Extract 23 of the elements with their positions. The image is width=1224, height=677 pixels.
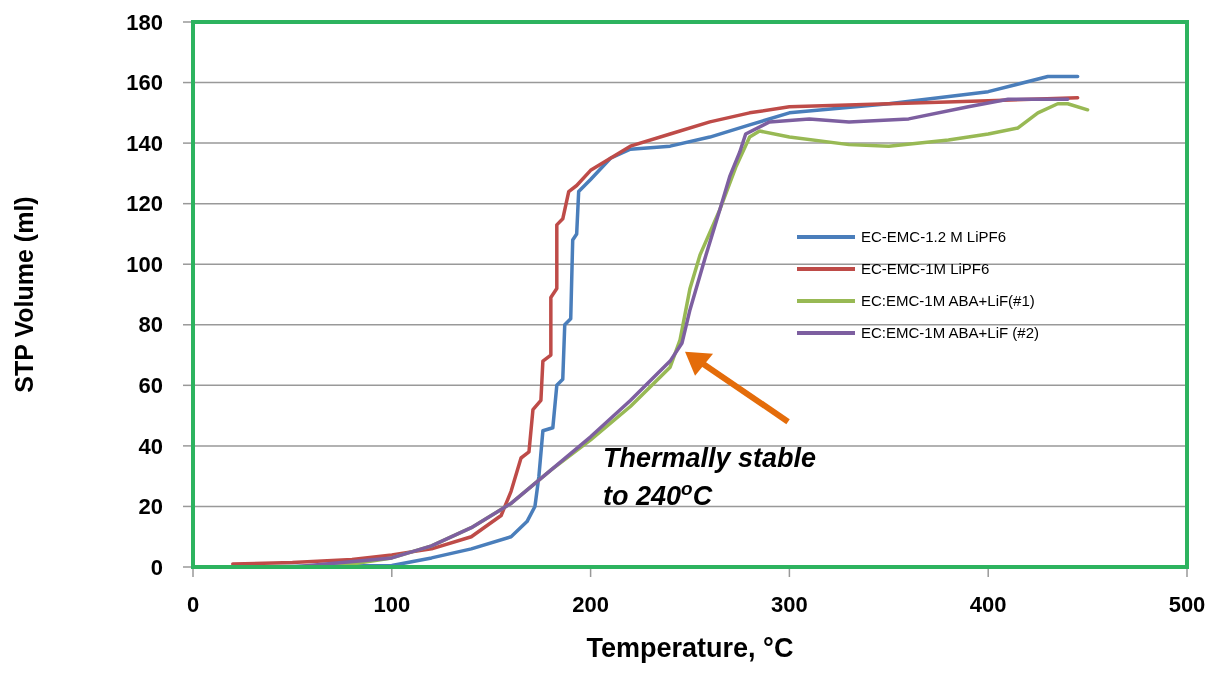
y-axis-title: STP Volume (ml) (10, 196, 38, 393)
x-tick-label: 0 (186, 592, 200, 617)
y-tick-label: 80 (138, 312, 163, 338)
y-tick-label: 0 (150, 554, 163, 580)
legend-label: EC-EMC-1M LiPF6 (861, 260, 990, 278)
annotation: Thermally stable to 240$^{o}$C (603, 442, 817, 511)
x-tick-label: 500 (1168, 592, 1206, 617)
x-tick-label: 200 (572, 592, 609, 617)
y-tick-label: 140 (126, 130, 163, 156)
y-tick-label: 180 (126, 9, 163, 35)
legend-label: EC:EMC-1M ABA+LiF(#1) (861, 292, 1035, 310)
y-tick-label: 40 (138, 433, 163, 459)
y-tick-label: 20 (138, 494, 163, 520)
x-tick-label: 300 (771, 592, 808, 617)
legend-label: EC-EMC-1.2 M LiPF6 (861, 228, 1007, 246)
y-tick-label: 120 (126, 191, 163, 217)
x-tick-label: 400 (969, 592, 1007, 617)
x-axis-title: Temperature, °C (586, 633, 794, 663)
y-tick-label: 60 (138, 373, 163, 399)
legend-label: EC:EMC-1M ABA+LiF (#2) (861, 324, 1039, 342)
y-tick-label: 160 (126, 70, 163, 96)
y-tick-label: 100 (126, 251, 163, 277)
x-tick-label: 100 (373, 592, 411, 617)
